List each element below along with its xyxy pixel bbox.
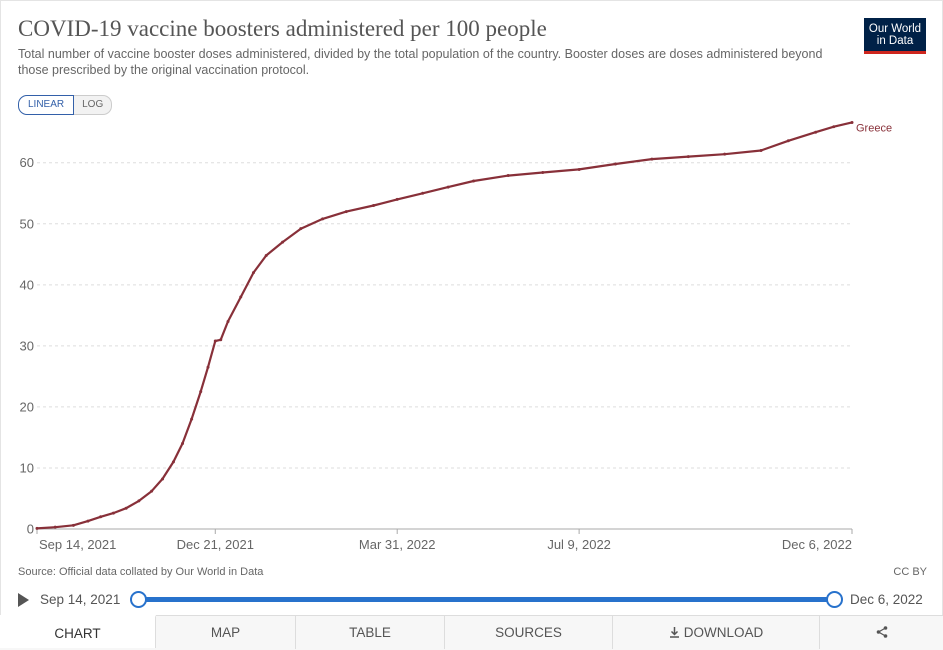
download-label: DOWNLOAD bbox=[683, 625, 764, 640]
logo-line-2: in Data bbox=[876, 35, 914, 47]
linear-scale-button[interactable]: LINEAR bbox=[18, 95, 75, 115]
series-line-greece bbox=[36, 121, 853, 530]
chart-subtitle: Total number of vaccine booster doses ad… bbox=[18, 47, 823, 77]
data-point bbox=[181, 442, 185, 446]
data-point bbox=[35, 526, 39, 530]
y-tick-label: 30 bbox=[20, 338, 34, 353]
play-icon[interactable] bbox=[18, 593, 29, 607]
data-point bbox=[71, 523, 75, 527]
timeline: Sep 14, 2021 Dec 6, 2022 bbox=[18, 590, 928, 610]
scale-toggle: LINEAR LOG bbox=[18, 95, 113, 115]
data-point bbox=[213, 339, 217, 343]
data-point bbox=[395, 197, 399, 201]
series-label: Greece bbox=[856, 122, 892, 134]
data-point bbox=[206, 365, 210, 369]
y-tick-label: 0 bbox=[27, 522, 34, 537]
data-point bbox=[832, 125, 836, 129]
data-point bbox=[199, 390, 203, 394]
data-point bbox=[190, 417, 194, 421]
data-point bbox=[506, 174, 510, 178]
source-note[interactable]: Source: Official data collated by Our Wo… bbox=[18, 566, 264, 578]
share-icon bbox=[876, 626, 887, 638]
data-point bbox=[226, 319, 230, 323]
timeline-end-handle[interactable] bbox=[826, 591, 843, 608]
x-tick-label: Sep 14, 2021 bbox=[39, 537, 116, 552]
data-point bbox=[239, 295, 243, 299]
y-tick-label: 20 bbox=[20, 399, 34, 414]
y-axis: 0 10 20 30 40 50 60 bbox=[20, 155, 34, 536]
data-point bbox=[446, 185, 450, 189]
data-point bbox=[161, 477, 165, 481]
tab-bar: CHART MAP TABLE SOURCES DOWNLOAD bbox=[0, 615, 943, 650]
tab-share[interactable] bbox=[820, 616, 943, 649]
x-tick-label: Jul 9, 2022 bbox=[547, 537, 611, 552]
tab-sources[interactable]: SOURCES bbox=[445, 616, 613, 649]
data-point bbox=[264, 254, 268, 258]
data-point bbox=[86, 519, 90, 523]
data-point bbox=[344, 210, 348, 214]
grid-lines bbox=[37, 162, 852, 469]
data-point bbox=[723, 152, 727, 156]
x-tick-label: Dec 21, 2021 bbox=[177, 537, 254, 552]
data-point bbox=[111, 511, 115, 515]
data-point bbox=[299, 227, 303, 231]
data-point bbox=[759, 149, 763, 153]
y-tick-label: 40 bbox=[20, 277, 34, 292]
owid-logo[interactable]: Our World in Data bbox=[864, 18, 926, 54]
data-point bbox=[124, 506, 128, 510]
data-point bbox=[137, 499, 141, 503]
data-point bbox=[53, 525, 57, 529]
data-point bbox=[850, 120, 854, 124]
timeline-start-label: Sep 14, 2021 bbox=[40, 592, 121, 607]
license-label[interactable]: CC BY bbox=[893, 566, 927, 578]
x-tick-label: Dec 6, 2022 bbox=[782, 537, 852, 552]
series-layer: Greece bbox=[35, 120, 892, 530]
timeline-start-handle[interactable] bbox=[130, 591, 147, 608]
data-point bbox=[219, 338, 223, 342]
y-tick-label: 50 bbox=[20, 216, 34, 231]
data-point bbox=[577, 167, 581, 171]
y-tick-label: 60 bbox=[20, 155, 34, 170]
tab-chart[interactable]: CHART bbox=[0, 615, 156, 648]
data-point bbox=[814, 130, 818, 134]
data-point bbox=[281, 240, 285, 244]
data-point bbox=[171, 460, 175, 464]
data-point bbox=[251, 271, 255, 275]
data-point bbox=[99, 515, 103, 519]
timeline-track[interactable] bbox=[137, 597, 834, 602]
tab-table[interactable]: TABLE bbox=[296, 616, 445, 649]
data-point bbox=[650, 157, 654, 161]
data-point bbox=[686, 155, 690, 159]
data-point bbox=[321, 217, 325, 221]
data-point bbox=[614, 162, 618, 166]
data-point bbox=[421, 191, 425, 195]
x-tick-label: Mar 31, 2022 bbox=[359, 537, 436, 552]
data-point bbox=[472, 179, 476, 183]
data-point bbox=[786, 139, 790, 143]
download-icon bbox=[669, 627, 679, 638]
timeline-end-label: Dec 6, 2022 bbox=[850, 592, 923, 607]
y-tick-label: 10 bbox=[20, 460, 34, 475]
data-point bbox=[372, 203, 376, 207]
data-point bbox=[541, 170, 545, 174]
chart-title: COVID-19 vaccine boosters administered p… bbox=[18, 16, 547, 41]
line-chart: 0 10 20 30 40 50 60 Sep 14, 2021 Dec 21, 2021 Ma… bbox=[20, 120, 892, 552]
x-axis: Sep 14, 2021 Dec 21, 2021 Mar 31, 2022 Jul … bbox=[36, 528, 853, 552]
tab-download[interactable]: DOWNLOAD bbox=[613, 616, 820, 649]
tab-map[interactable]: MAP bbox=[156, 616, 296, 649]
data-point bbox=[150, 489, 154, 493]
logo-line-1: Our World bbox=[868, 23, 922, 35]
log-scale-button[interactable]: LOG bbox=[74, 95, 113, 115]
